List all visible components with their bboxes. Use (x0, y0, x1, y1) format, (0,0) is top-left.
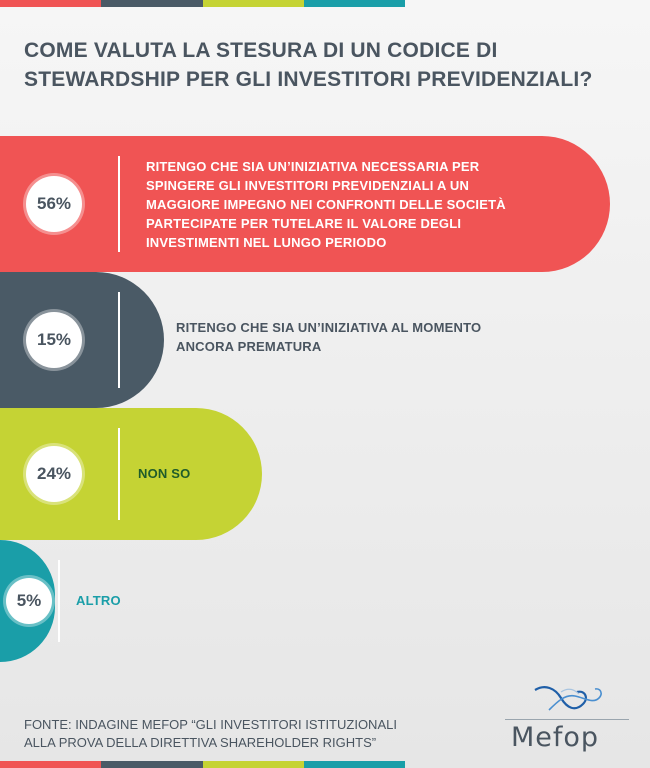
bar-1 (0, 136, 610, 272)
stripe-segment (303, 761, 405, 768)
bar-divider (118, 156, 120, 252)
category-label: Ritengo che sia un’iniziativa necessaria… (146, 159, 506, 250)
value-label: 56% (26, 176, 82, 232)
stripe-segment (202, 761, 304, 768)
stripe-segment (303, 0, 405, 7)
mefop-wave-logo-icon (534, 686, 602, 711)
bar-2 (0, 272, 164, 408)
stripe-segment (0, 761, 102, 768)
bar-divider (58, 560, 60, 642)
category-label: Non so (138, 466, 191, 481)
chart-title: Come valuta la stesura di un codice di s… (24, 39, 593, 91)
stripe-segment (0, 0, 102, 7)
stripe-segment (101, 0, 203, 7)
value-label: 24% (26, 446, 82, 502)
bottom-color-stripe (0, 761, 405, 768)
stripe-segment (202, 0, 304, 7)
source-note: Fonte: indagine Mefop “Gli investitori i… (24, 717, 397, 750)
logo-divider (505, 719, 629, 720)
top-color-stripe (0, 0, 405, 7)
brand-name: Mefop (511, 722, 600, 753)
stripe-segment (101, 761, 203, 768)
category-label: Altro (76, 593, 121, 608)
mefop-logo: Mefop (505, 682, 629, 753)
bar-divider (118, 428, 120, 520)
value-label: 15% (26, 312, 82, 368)
bar-divider (118, 292, 120, 388)
category-label: Ritengo che sia un’iniziativa al momento… (176, 320, 482, 354)
value-label: 5% (6, 578, 52, 624)
